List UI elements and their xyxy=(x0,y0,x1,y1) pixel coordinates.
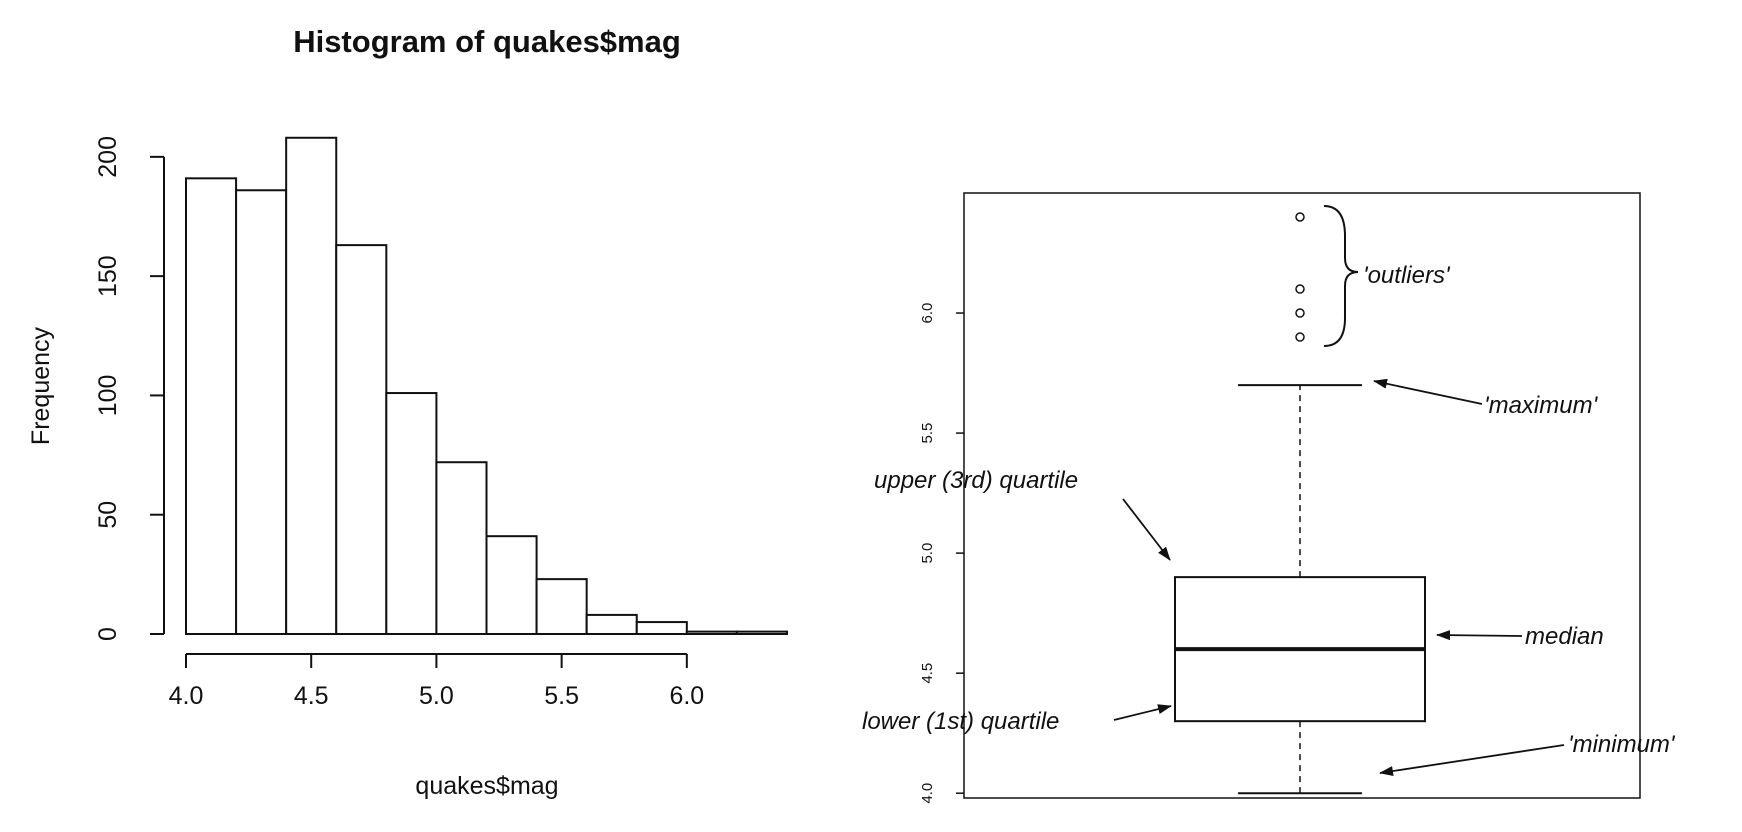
median-arrow xyxy=(1436,630,1523,641)
upper-quartile-arrow xyxy=(1122,498,1171,561)
outlier-point xyxy=(1295,308,1305,318)
histogram-bar xyxy=(235,189,288,635)
histogram-bar xyxy=(635,621,688,635)
boxplot-panel: 4.0 4.5 5.0 5.5 6.0 'outliers' 'maximum' upp… xyxy=(862,192,1676,804)
histogram-title: Histogram of quakes$mag xyxy=(293,24,681,59)
boxplot-y-tick-label: 5.0 xyxy=(919,543,936,564)
histogram-y-tick-label: 200 xyxy=(94,136,122,178)
histogram-x-axis: 4.0 4.5 5.0 5.5 6.0 xyxy=(169,653,704,710)
maximum-label: 'maximum' xyxy=(1484,392,1599,419)
histogram-y-axis-label: Frequency xyxy=(27,326,55,445)
lower-quartile-label: lower (1st) quartile xyxy=(862,708,1059,735)
maximum-arrow xyxy=(1373,378,1483,405)
outlier-point xyxy=(1295,284,1305,294)
histogram-bar xyxy=(335,244,388,635)
boxplot-y-tick-label: 4.0 xyxy=(919,783,936,804)
histogram-bar xyxy=(185,177,238,635)
minimum-label: 'minimum' xyxy=(1568,731,1676,758)
median-label: median xyxy=(1525,623,1604,650)
boxplot-y-axis: 4.0 4.5 5.0 5.5 6.0 xyxy=(919,303,964,804)
histogram-bar xyxy=(735,630,789,635)
histogram-bar xyxy=(485,535,538,636)
outlier-point xyxy=(1295,332,1305,342)
histogram-x-tick-label: 5.5 xyxy=(544,682,579,710)
minimum-arrow xyxy=(1379,744,1565,776)
boxplot-frame xyxy=(963,192,1641,799)
outlier-point xyxy=(1295,212,1305,222)
histogram-panel: Histogram of quakes$mag quakes$mag Frequ… xyxy=(27,24,789,800)
histogram-bar xyxy=(285,136,338,635)
histogram-y-tick-label: 150 xyxy=(94,255,122,297)
histogram-y-axis: 0 50 100 150 200 xyxy=(94,136,165,641)
boxplot-y-tick-label: 5.5 xyxy=(919,423,936,444)
lower-quartile-arrow xyxy=(1113,704,1172,721)
histogram-y-tick-label: 0 xyxy=(94,627,122,641)
histogram-y-tick-label: 100 xyxy=(94,375,122,417)
outliers-label: 'outliers' xyxy=(1363,262,1451,289)
histogram-x-tick-label: 4.5 xyxy=(294,682,329,710)
histogram-bar xyxy=(585,613,638,636)
histogram-x-tick-label: 5.0 xyxy=(419,682,454,710)
boxplot-body xyxy=(1174,212,1426,795)
upper-quartile-label: upper (3rd) quartile xyxy=(874,467,1078,494)
histogram-bars xyxy=(185,136,789,636)
histogram-bar xyxy=(535,578,588,636)
outliers-brace xyxy=(1323,205,1359,347)
histogram-bar xyxy=(385,392,438,635)
histogram-x-tick-label: 4.0 xyxy=(169,682,204,710)
histogram-x-tick-label: 6.0 xyxy=(669,682,704,710)
boxplot-y-tick-label: 4.5 xyxy=(919,663,936,684)
histogram-bar xyxy=(685,630,738,635)
boxplot-y-tick-label: 6.0 xyxy=(919,303,936,324)
histogram-x-axis-label: quakes$mag xyxy=(415,772,558,800)
histogram-y-tick-label: 50 xyxy=(94,501,122,529)
histogram-bar xyxy=(435,461,488,635)
